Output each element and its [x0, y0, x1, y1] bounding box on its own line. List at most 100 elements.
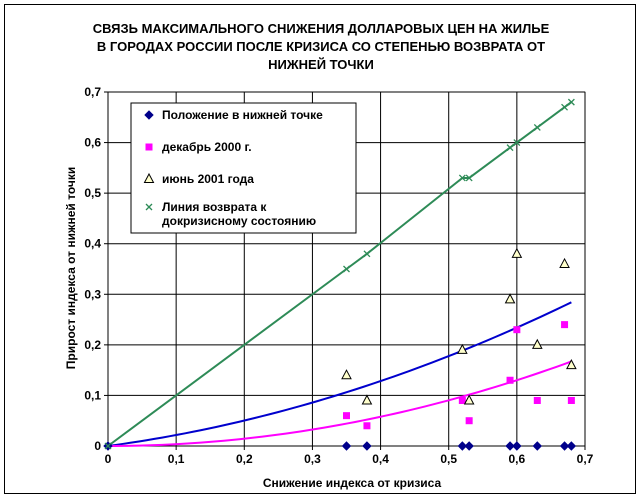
series-x: [104, 98, 575, 450]
data-point-triangle: [511, 247, 523, 258]
x-marker-icon: [145, 203, 153, 211]
x-tick-label: 0,2: [236, 452, 253, 466]
x-tick-label: 0: [105, 452, 112, 466]
series-square: [343, 321, 575, 430]
data-point-x: [567, 98, 575, 106]
x-marker-stroke: [458, 174, 466, 182]
legend-marker-square: [145, 143, 153, 151]
y-tick-label: 0,4: [84, 237, 101, 251]
chart-title-line-2: В ГОРОДАХ РОССИИ ПОСЛЕ КРИЗИСА СО СТЕПЕН…: [96, 39, 546, 54]
data-point-x: [104, 442, 112, 450]
data-point-diamond: [362, 441, 372, 451]
x-marker-stroke: [506, 144, 514, 152]
legend-item-dec-2000: декабрь 2000 г.: [145, 140, 252, 154]
legend: Положение в нижней точке декабрь 2000 г.…: [130, 102, 357, 234]
legend-item-jun-2001: июнь 2001 года: [143, 172, 254, 186]
y-tick-label: 0,3: [84, 287, 101, 301]
data-point-x: [465, 174, 473, 182]
data-point-diamond: [532, 441, 543, 451]
x-tick-label: 0,3: [304, 452, 321, 466]
legend-marker-diamond: [144, 110, 154, 120]
x-tick-labels: 0 0,1 0,2 0,3 0,4 0,5 0,6 0,7: [105, 452, 594, 466]
data-series: [103, 98, 577, 451]
data-point-diamond: [559, 441, 570, 451]
chart-title: СВЯЗЬ МАКСИМАЛЬНОГО СНИЖЕНИЯ ДОЛЛАРОВЫХ …: [40, 20, 602, 74]
x-marker-stroke: [465, 174, 473, 182]
data-point-square: [533, 396, 541, 404]
return-line: [107, 101, 572, 447]
legend-label-jun-2001: июнь 2001 года: [162, 172, 254, 186]
x-axis-label: Снижение индекса от кризиса: [263, 476, 442, 490]
data-point-x: [458, 174, 466, 182]
data-point-triangle: [463, 394, 475, 405]
data-point-x: [533, 123, 541, 131]
data-point-x: [513, 139, 521, 147]
data-point-triangle: [361, 394, 373, 405]
trendlines: [107, 101, 572, 447]
data-point-x: [506, 144, 514, 152]
data-point-square: [458, 396, 466, 404]
data-point-diamond: [512, 441, 522, 451]
x-marker-stroke: [561, 103, 569, 111]
legend-item-bottom-position: Положение в нижней точке: [144, 108, 323, 122]
y-tick-label: 0,6: [84, 136, 101, 150]
data-point-triangle: [559, 257, 570, 268]
data-point-diamond: [566, 441, 577, 451]
x-tick-label: 0,1: [168, 452, 185, 466]
data-point-square: [363, 422, 371, 430]
data-point-x: [363, 250, 371, 258]
x-marker-stroke: [145, 203, 153, 211]
y-tick-labels: 0 0,1 0,2 0,3 0,4 0,5 0,6 0,7: [84, 85, 101, 453]
data-point-triangle: [457, 343, 468, 354]
legend-label-bottom-position: Положение в нижней точке: [162, 108, 323, 122]
x-tick-label: 0,7: [577, 452, 594, 466]
trendline: [107, 360, 572, 447]
data-point-triangle: [566, 359, 577, 370]
x-marker-stroke: [567, 98, 575, 106]
data-point-diamond: [341, 441, 352, 451]
chart-title-line-3: НИЖНЕЙ ТОЧКИ: [268, 57, 374, 72]
data-point-x: [343, 265, 350, 273]
x-tick-label: 0,6: [509, 452, 526, 466]
data-point-square: [343, 412, 350, 420]
triangle-marker-icon: [143, 172, 155, 183]
data-point-triangle: [341, 369, 352, 380]
y-tick-label: 0,5: [84, 186, 101, 200]
x-marker-stroke: [104, 442, 112, 450]
legend-label-return-line-2: докризисному состоянию: [162, 214, 316, 228]
x-marker-stroke: [343, 265, 350, 273]
square-marker-icon: [145, 143, 153, 151]
data-point-triangle: [531, 338, 543, 349]
x-marker-stroke: [513, 139, 521, 147]
series-triangle: [341, 247, 577, 405]
data-point-square: [513, 326, 521, 334]
trendline: [107, 301, 572, 447]
legend-box: [130, 102, 357, 234]
x-tick-label: 0,5: [440, 452, 457, 466]
diamond-marker-icon: [144, 110, 154, 120]
y-axis-label: Прирост индекса от нижней точки: [64, 167, 78, 369]
data-point-square: [465, 417, 473, 425]
data-point-square: [567, 396, 575, 404]
x-marker-stroke: [363, 250, 371, 258]
data-point-diamond: [464, 441, 474, 451]
y-tick-label: 0,7: [84, 85, 101, 99]
legend-label-return-line-1: Линия возврата к: [162, 200, 267, 214]
y-tick-label: 0,2: [84, 338, 101, 352]
legend-label-dec-2000: декабрь 2000 г.: [162, 140, 252, 154]
chart-title-line-1: СВЯЗЬ МАКСИМАЛЬНОГО СНИЖЕНИЯ ДОЛЛАРОВЫХ …: [92, 21, 550, 36]
data-point-square: [506, 376, 514, 384]
y-tick-label: 0,1: [84, 388, 101, 402]
y-tick-label: 0: [94, 439, 101, 453]
data-point-square: [561, 321, 569, 329]
x-tick-label: 0,4: [372, 452, 389, 466]
legend-marker-triangle: [143, 172, 155, 183]
legend-item-return-line: Линия возврата к докризисному состоянию: [145, 200, 316, 228]
data-point-diamond: [505, 441, 515, 451]
data-point-x: [561, 103, 569, 111]
legend-marker-x: [145, 203, 153, 211]
data-point-diamond: [457, 441, 468, 451]
x-marker-stroke: [533, 123, 541, 131]
data-point-triangle: [504, 293, 516, 304]
